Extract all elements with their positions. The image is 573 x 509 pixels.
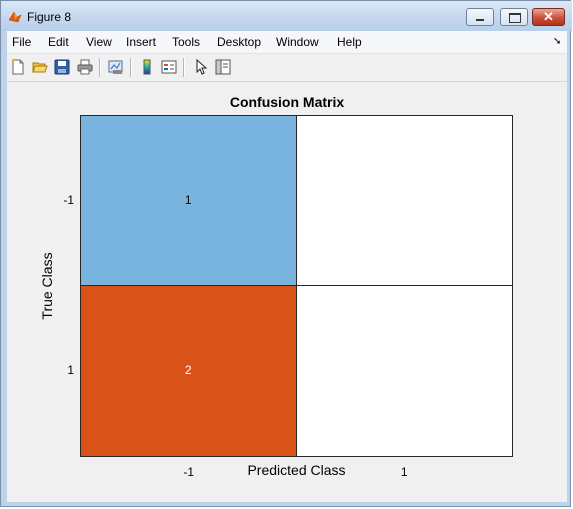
minimize-button[interactable] (466, 8, 494, 26)
title-bar[interactable]: Figure 8 ✕ (1, 1, 572, 31)
open-icon[interactable] (31, 58, 49, 76)
toolbar-separator (183, 58, 185, 77)
chart-title: Confusion Matrix (229, 94, 345, 110)
colorbar-icon[interactable] (138, 58, 156, 76)
print-icon[interactable] (76, 58, 94, 76)
new-figure-icon[interactable] (9, 58, 27, 76)
menu-view[interactable]: View (86, 35, 112, 49)
matlab-logo-icon (8, 11, 22, 23)
y-tick-label: -1 (63, 193, 74, 207)
y-axis-label: True Class (39, 252, 55, 320)
close-button[interactable]: ✕ (532, 8, 565, 26)
toolbar (7, 54, 567, 82)
maximize-button[interactable] (500, 8, 528, 26)
menu-window[interactable]: Window (276, 35, 319, 49)
menu-tools[interactable]: Tools (172, 35, 201, 49)
toolbar-separator (130, 58, 132, 77)
matrix-cell: 2 (81, 286, 297, 456)
x-tick-label: -1 (183, 465, 195, 479)
cell-value-label: 1 (184, 193, 192, 207)
link-plot-icon[interactable] (107, 58, 125, 76)
plot-tools-icon[interactable] (214, 58, 232, 76)
dock-arrow-icon[interactable]: ➘ (553, 36, 562, 47)
figure-client: File Edit View Insert Tools Desktop Wind… (7, 31, 567, 502)
save-icon[interactable] (53, 58, 71, 76)
matrix-cell: 1 (81, 116, 297, 286)
maximize-icon (509, 13, 521, 23)
close-icon: ✕ (543, 9, 554, 24)
menu-edit[interactable]: Edit (48, 35, 69, 49)
menu-bar: File Edit View Insert Tools Desktop Wind… (7, 31, 567, 54)
menu-file[interactable]: File (12, 35, 32, 49)
minimize-icon (476, 19, 484, 21)
y-tick-label: 1 (67, 363, 74, 377)
matrix-cell (296, 286, 512, 456)
x-tick-label: 1 (400, 465, 408, 479)
window-title: Figure 8 (27, 10, 72, 24)
menu-desktop[interactable]: Desktop (217, 35, 262, 49)
x-axis-label: Predicted Class (247, 462, 346, 478)
pointer-icon[interactable] (192, 58, 210, 76)
cell-value-label: 2 (184, 363, 192, 377)
menu-help[interactable]: Help (337, 35, 362, 49)
legend-icon[interactable] (160, 58, 178, 76)
menu-insert[interactable]: Insert (126, 35, 157, 49)
matrix-cell (296, 116, 512, 286)
toolbar-separator (99, 58, 101, 77)
